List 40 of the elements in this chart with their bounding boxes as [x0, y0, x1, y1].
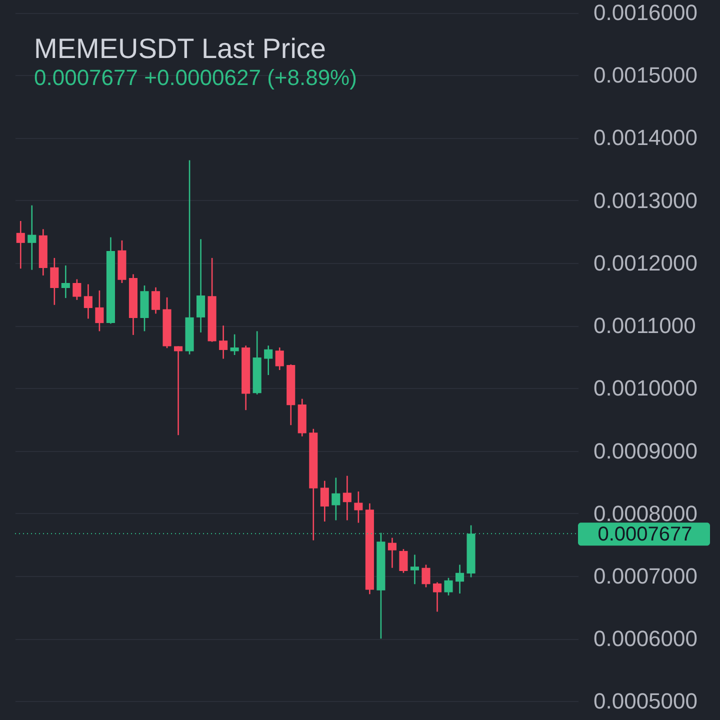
candlestick	[275, 346, 284, 371]
candlestick	[410, 554, 420, 585]
candlestick	[432, 582, 442, 612]
candlestick	[72, 278, 82, 301]
candlestick	[388, 537, 396, 569]
text: 0.0007677 +0.0000627 (+8.89%)	[34, 65, 357, 90]
y-tick-label: 0.0015000	[594, 62, 698, 88]
ref-line-label: 0.0007677	[598, 524, 692, 546]
y-tick-label: 0.0005000	[594, 688, 698, 714]
y-tick-label: 0.0007000	[594, 564, 698, 588]
y-tick-label: 0.0012000	[594, 250, 698, 276]
y-tick-label: 0.0008000	[594, 500, 698, 526]
candlestick	[151, 286, 160, 314]
candlestick	[174, 346, 183, 436]
candlestick	[455, 564, 464, 594]
candlestick	[399, 548, 408, 574]
candlestick	[28, 204, 36, 270]
candlestick	[354, 490, 363, 524]
candlestick	[444, 577, 453, 596]
candlestick	[422, 564, 430, 588]
text: MEMEUSDT Last Price	[34, 33, 326, 64]
candlestick	[332, 477, 340, 521]
candlestick	[95, 290, 104, 332]
candlestick	[61, 264, 70, 299]
candlestick	[50, 257, 59, 306]
y-tick-label: 0.0006000	[594, 626, 698, 652]
y-tick-label: 0.0009000	[594, 438, 698, 464]
candlestick	[342, 475, 352, 521]
y-tick-label: 0.0013000	[594, 188, 698, 213]
y-tick-label: 0.0016000	[594, 0, 698, 26]
candlestick	[219, 324, 228, 360]
y-tick-label: 0.0011000	[594, 313, 696, 338]
y-tick-label: 0.0014000	[594, 125, 698, 150]
y-tick-label: 0.0010000	[594, 376, 698, 401]
candlestick	[264, 344, 273, 376]
candlestick	[230, 334, 239, 356]
candlestick	[84, 284, 92, 320]
candlestick	[196, 238, 206, 334]
candlestick	[16, 220, 25, 270]
candlestick	[320, 480, 329, 522]
